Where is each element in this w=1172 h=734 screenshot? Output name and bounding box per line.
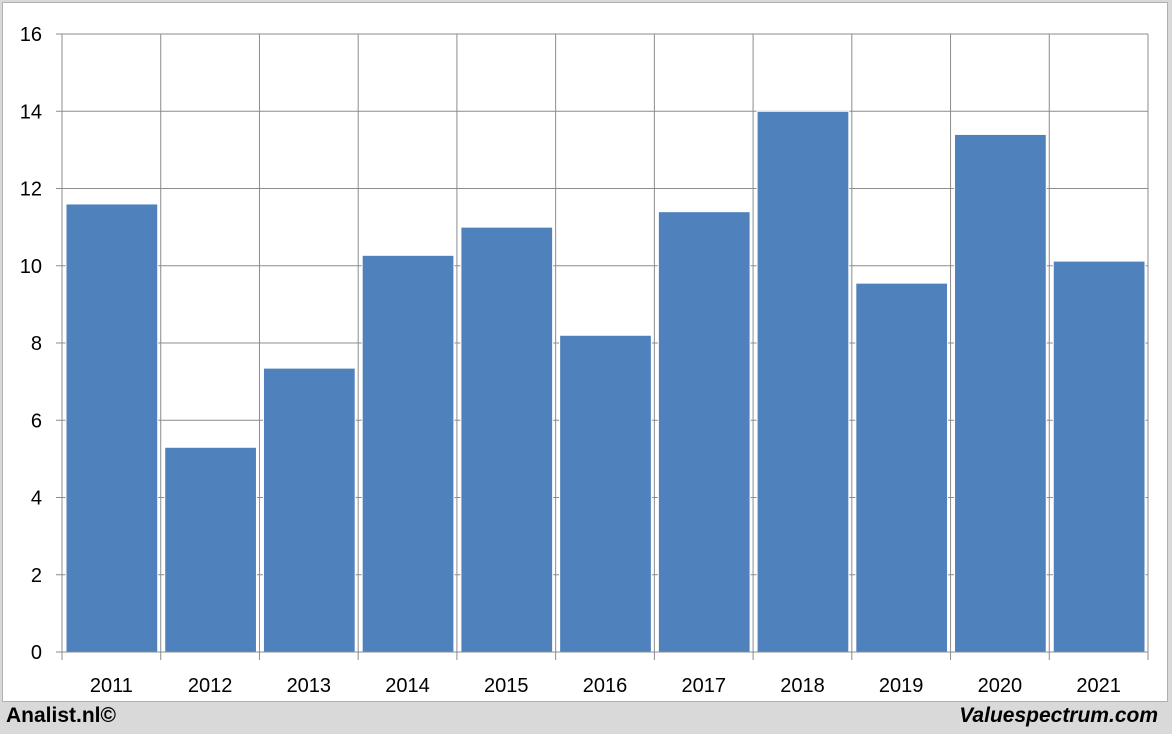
source-credit-right: Valuespectrum.com bbox=[959, 704, 1158, 727]
bar-2014 bbox=[361, 254, 455, 653]
y-tick-label: 6 bbox=[31, 410, 42, 432]
bar-2012 bbox=[164, 446, 257, 653]
bar-2021 bbox=[1052, 260, 1146, 653]
bar-2013 bbox=[262, 367, 356, 653]
y-tick-label: 14 bbox=[20, 101, 42, 123]
bar-2011 bbox=[65, 203, 159, 653]
bar-2019 bbox=[855, 282, 949, 653]
x-tick-label: 2018 bbox=[780, 675, 825, 697]
bar-2015 bbox=[460, 226, 554, 653]
x-tick-label: 2014 bbox=[385, 675, 430, 697]
y-tick-label: 2 bbox=[31, 565, 42, 587]
x-tick-label: 2020 bbox=[978, 675, 1023, 697]
x-tick-label: 2013 bbox=[287, 675, 332, 697]
x-tick-label: 2012 bbox=[188, 675, 233, 697]
y-tick-label: 12 bbox=[20, 179, 42, 201]
x-tick-label: 2021 bbox=[1076, 675, 1121, 697]
y-tick-label: 4 bbox=[31, 488, 42, 510]
y-tick-label: 16 bbox=[20, 24, 42, 46]
y-tick-label: 0 bbox=[31, 642, 42, 664]
x-tick-label: 2019 bbox=[879, 675, 924, 697]
source-credit-left: Analist.nl© bbox=[6, 704, 116, 727]
bar-2020 bbox=[954, 133, 1047, 653]
y-tick-label: 10 bbox=[20, 256, 42, 278]
x-tick-label: 2015 bbox=[484, 675, 529, 697]
bar-2017 bbox=[657, 211, 751, 653]
y-tick-label: 8 bbox=[31, 333, 42, 355]
x-tick-label: 2017 bbox=[681, 675, 726, 697]
x-tick-label: 2016 bbox=[583, 675, 628, 697]
bar-2018 bbox=[756, 110, 850, 653]
x-tick-label: 2011 bbox=[90, 675, 133, 697]
bar-2016 bbox=[559, 334, 652, 653]
